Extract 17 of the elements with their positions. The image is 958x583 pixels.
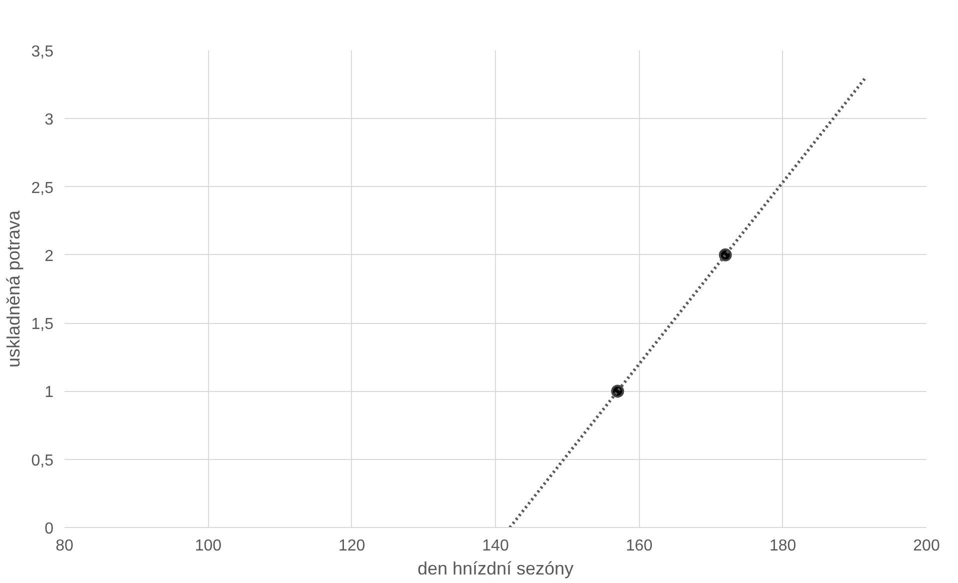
- x-tick-label: 120: [338, 538, 366, 554]
- x-axis-title: den hnízdní sezóny: [417, 558, 574, 578]
- x-tick-label: 180: [769, 538, 796, 554]
- x-tick-label: 200: [913, 538, 940, 554]
- y-tick-label: 2: [44, 248, 54, 265]
- y-tick-label: 1,5: [31, 316, 54, 334]
- y-tick-label: 1: [44, 384, 54, 402]
- y-tick-label: 0,5: [31, 452, 54, 470]
- y-tick-label: 3,5: [31, 44, 54, 60]
- x-tick-label: 140: [482, 538, 509, 554]
- y-tick-label: 3: [44, 112, 54, 129]
- x-tick-label: 80: [56, 538, 74, 554]
- x-tick-label: 160: [626, 538, 653, 554]
- x-tick-label: 100: [194, 538, 222, 554]
- y-tick-label: 0: [44, 520, 54, 538]
- y-tick-label: 2,5: [31, 180, 54, 197]
- y-axis-title: uskladněná potrava: [3, 209, 24, 368]
